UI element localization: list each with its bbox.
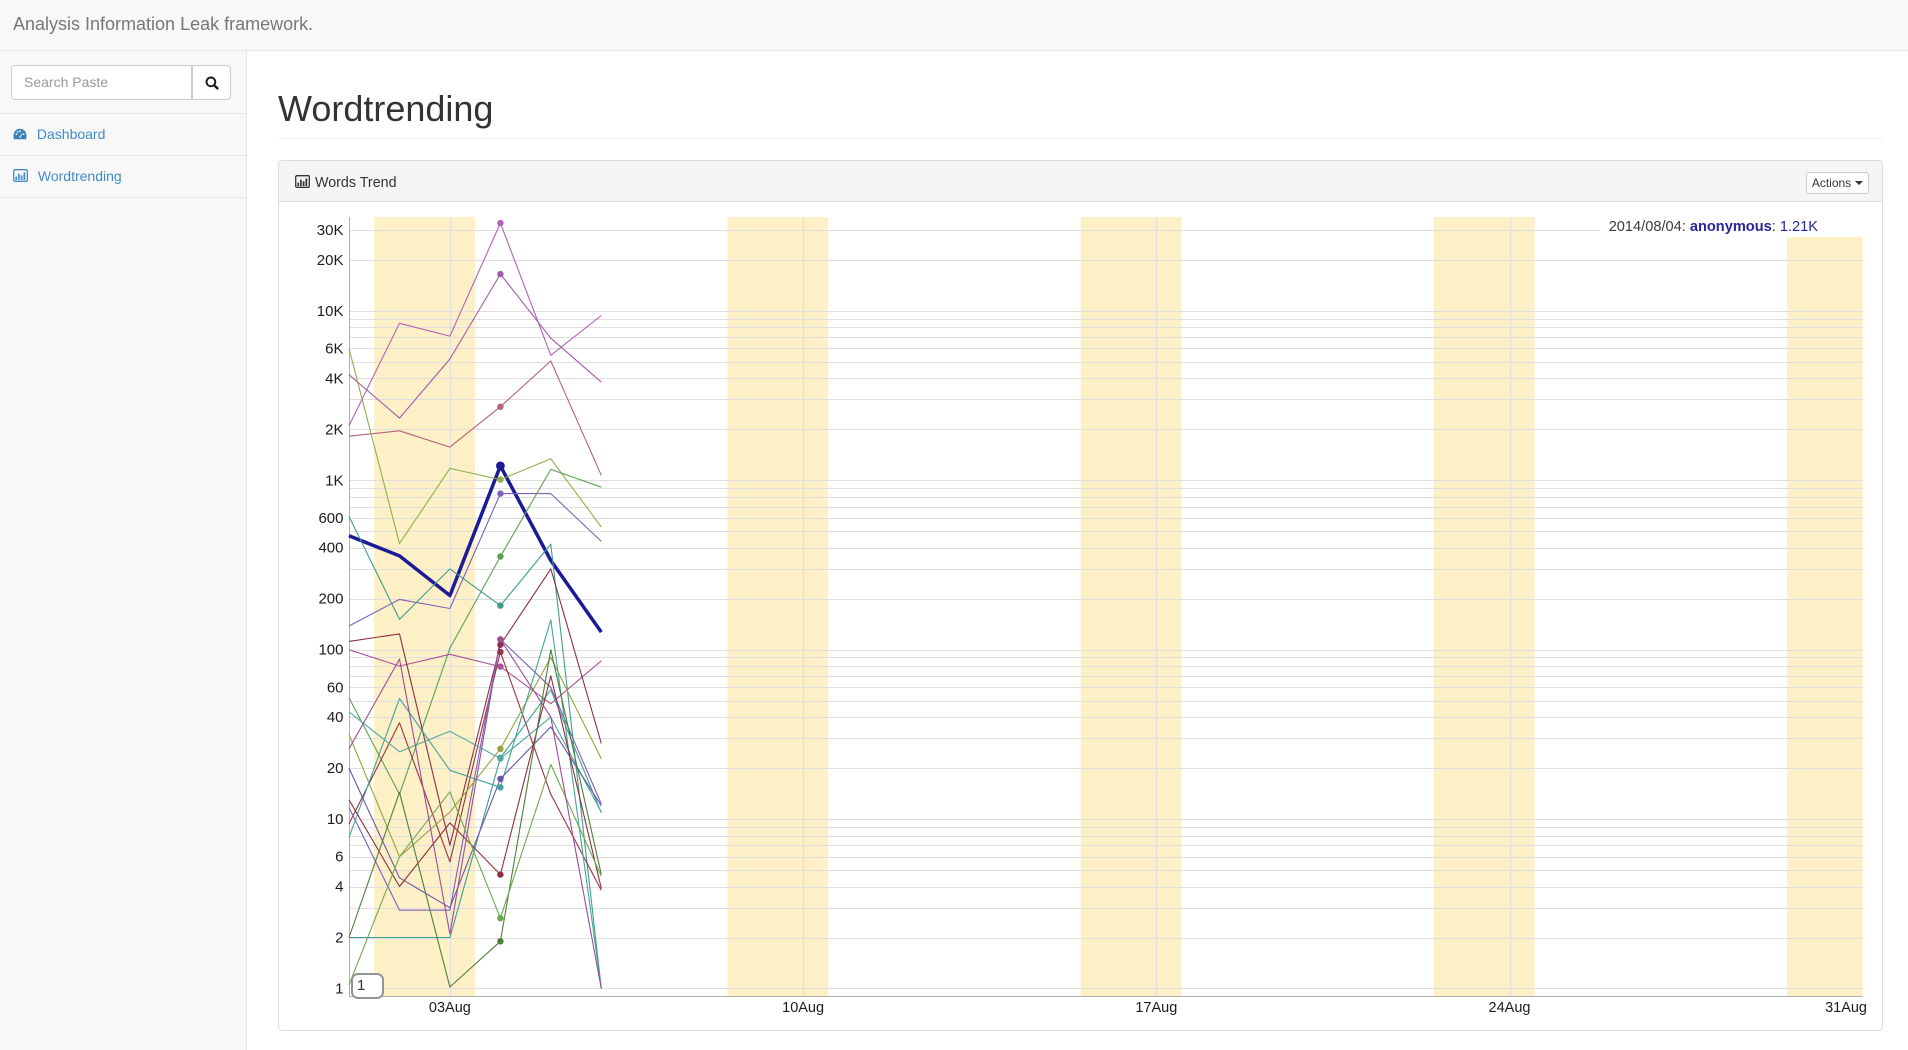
svg-text:40: 40 bbox=[327, 709, 344, 726]
svg-text:30K: 30K bbox=[317, 222, 344, 239]
svg-text:6: 6 bbox=[335, 849, 343, 866]
svg-text:60: 60 bbox=[327, 679, 344, 696]
svg-text:20: 20 bbox=[327, 760, 344, 777]
svg-text:1: 1 bbox=[335, 981, 343, 998]
svg-text:2K: 2K bbox=[325, 421, 343, 438]
svg-text:200: 200 bbox=[318, 591, 343, 608]
svg-text:10K: 10K bbox=[317, 303, 344, 320]
svg-text:20K: 20K bbox=[317, 252, 344, 269]
svg-text:03Aug: 03Aug bbox=[429, 1000, 471, 1016]
svg-text:100: 100 bbox=[318, 642, 343, 659]
svg-text:600: 600 bbox=[318, 510, 343, 527]
svg-text:17Aug: 17Aug bbox=[1135, 1000, 1177, 1016]
svg-text:10Aug: 10Aug bbox=[782, 1000, 824, 1016]
svg-text:1K: 1K bbox=[325, 472, 343, 489]
svg-text:31Aug: 31Aug bbox=[1825, 1000, 1867, 1016]
svg-text:6K: 6K bbox=[325, 341, 343, 358]
svg-text:2014/08/04: anonymous: 1.21K: 2014/08/04: anonymous: 1.21K bbox=[1609, 219, 1819, 235]
svg-text:10: 10 bbox=[327, 811, 344, 828]
svg-text:4K: 4K bbox=[325, 370, 343, 387]
svg-text:24Aug: 24Aug bbox=[1489, 1000, 1531, 1016]
svg-text:2: 2 bbox=[335, 930, 343, 947]
svg-text:4: 4 bbox=[335, 879, 343, 896]
svg-text:400: 400 bbox=[318, 540, 343, 557]
